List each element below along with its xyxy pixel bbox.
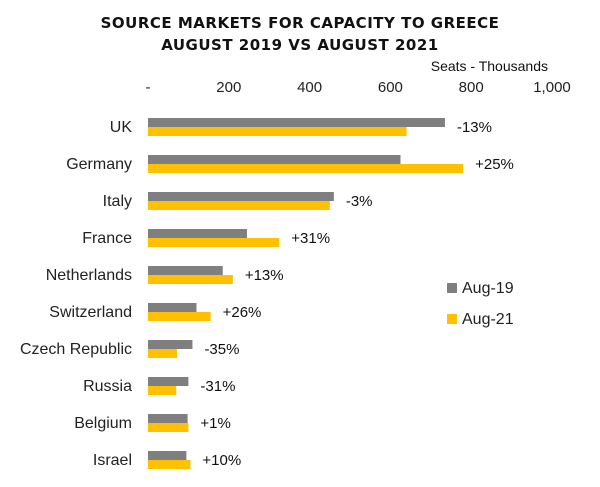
bar-aug-21-uk [148,127,407,136]
bar-aug-19-israel [148,451,187,460]
chart-title-line-2: AUGUST 2019 VS AUGUST 2021 [161,36,439,54]
change-label: +26% [223,304,262,321]
bar-aug-21-italy [148,201,330,210]
change-label: +31% [291,230,330,247]
bar-aug-19-russia [148,377,189,386]
legend-swatch-aug-19 [447,283,457,293]
x-tick-label: 800 [459,79,484,96]
bar-aug-19-france [148,229,247,238]
category-label: Germany [66,156,132,173]
axis-unit-label: Seats - Thousands [431,58,548,74]
category-label: France [82,230,132,247]
x-tick-label: 200 [216,79,241,96]
x-tick-label: 1,000 [533,79,571,96]
bar-aug-21-netherlands [148,275,233,284]
category-label: Israel [93,452,132,469]
legend-label: Aug-19 [462,280,514,297]
bar-aug-21-israel [148,460,191,469]
category-label: Italy [103,193,132,210]
bars [148,118,464,469]
category-label: Belgium [74,415,132,432]
category-label: Russia [83,378,132,395]
x-tick-label: - [146,79,151,96]
bar-aug-19-belgium [148,414,188,423]
bar-aug-21-switzerland [148,312,211,321]
change-label: -13% [457,119,492,136]
x-tick-label: 400 [297,79,322,96]
category-label: Czech Republic [20,341,132,358]
bar-aug-19-italy [148,192,334,201]
change-label: +1% [200,415,230,432]
bar-aug-19-germany [148,155,401,164]
legend: Aug-19 Aug-21 [447,280,514,328]
change-label: +10% [202,452,241,469]
bar-aug-19-uk [148,118,445,127]
bar-aug-19-switzerland [148,303,197,312]
category-label: Netherlands [46,267,132,284]
legend-label: Aug-21 [462,311,514,328]
change-label: -31% [200,378,235,395]
bar-aug-21-belgium [148,423,189,432]
bar-aug-21-russia [148,386,177,395]
change-label: +25% [475,156,514,173]
legend-swatch-aug-21 [447,314,457,324]
category-label: Switzerland [49,304,132,321]
bar-aug-21-germany [148,164,464,173]
change-label: -3% [346,193,373,210]
change-label: -35% [204,341,239,358]
category-label: UK [110,119,133,136]
change-labels: -13% +25% -3% +31% +13% +26% -35% -31% +1% +10% [200,119,514,469]
chart-title-line-1: SOURCE MARKETS FOR CAPACITY TO GREECE [101,14,500,32]
bar-aug-19-netherlands [148,266,223,275]
x-tick-label: 600 [378,79,403,96]
x-axis-ticks: - 200 400 600 800 1,000 [146,79,571,96]
change-label: +13% [245,267,284,284]
category-labels: UK Germany Italy France Netherlands Switzerla… [20,119,132,469]
bar-aug-21-czech-republic [148,349,178,358]
bar-aug-19-czech-republic [148,340,193,349]
bar-aug-21-france [148,238,280,247]
